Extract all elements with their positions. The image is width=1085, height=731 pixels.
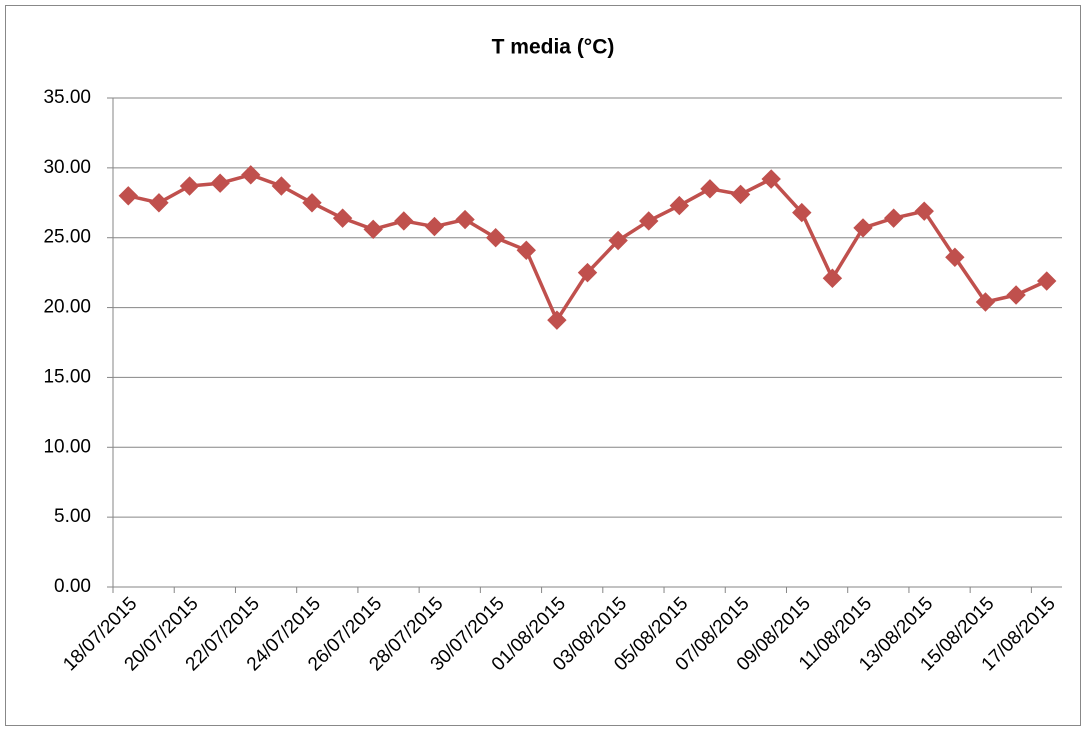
data-point (332, 208, 353, 228)
y-tick-label: 15.00 (43, 366, 91, 387)
data-point (975, 292, 996, 312)
data-point (700, 179, 720, 199)
data-point (608, 230, 628, 251)
data-point (547, 310, 567, 330)
data-point (424, 216, 445, 237)
data-point (271, 176, 292, 196)
data-point (945, 247, 965, 267)
y-tick-label: 30.00 (43, 157, 91, 178)
data-point (118, 186, 139, 206)
data-point (914, 201, 934, 221)
data-point (485, 228, 506, 248)
data-point (394, 211, 414, 231)
data-point (792, 202, 812, 223)
data-point (516, 240, 536, 260)
data-point (730, 184, 751, 205)
data-point (853, 218, 873, 238)
y-tick-label: 20.00 (43, 297, 91, 318)
data-point (241, 165, 261, 185)
data-point (302, 193, 322, 213)
chart-frame (5, 5, 1081, 726)
data-point (577, 262, 598, 283)
data-point (149, 193, 169, 213)
y-tick-label: 5.00 (54, 506, 91, 527)
y-tick-label: 10.00 (43, 436, 91, 457)
data-point (210, 173, 230, 193)
data-point (363, 219, 383, 240)
data-point (1006, 285, 1026, 305)
data-point (179, 176, 200, 196)
data-point (455, 209, 475, 230)
data-point (1036, 271, 1057, 291)
data-point (761, 169, 781, 189)
y-tick-label: 0.00 (54, 576, 91, 597)
data-point (883, 208, 904, 228)
chart-title: T media (°C) (492, 36, 615, 59)
data-point (669, 195, 690, 216)
data-point (822, 268, 843, 288)
y-tick-label: 25.00 (43, 227, 91, 248)
data-point (639, 211, 659, 231)
y-tick-label: 35.00 (43, 87, 91, 108)
